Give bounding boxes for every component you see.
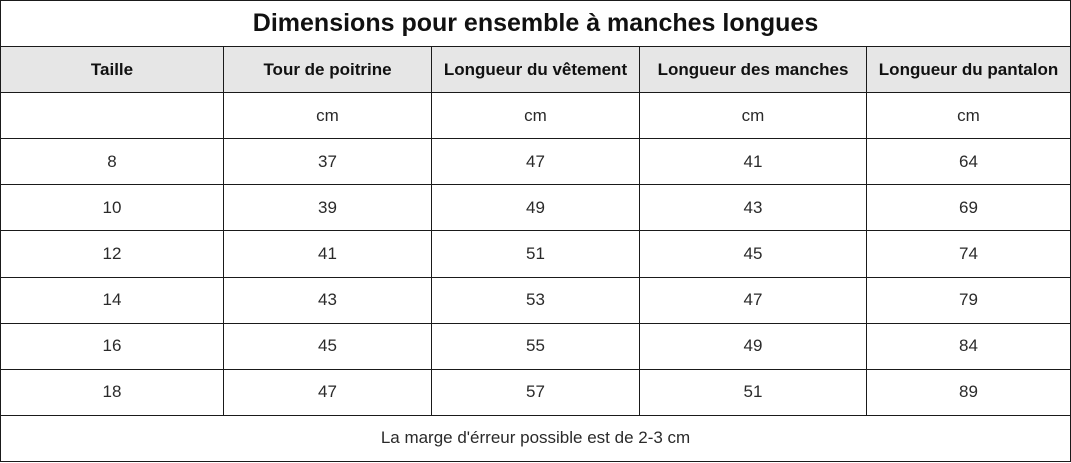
value-cell: 45	[223, 322, 432, 370]
value-cell: 64	[865, 138, 1071, 186]
value-cell: 49	[639, 322, 867, 370]
unit-cell: cm	[223, 92, 432, 140]
value-cell: 45	[639, 230, 867, 278]
table-title: Dimensions pour ensemble à manches longu…	[0, 0, 1071, 48]
unit-cell	[0, 92, 224, 140]
column-header-tour-de-poitrine: Tour de poitrine	[223, 46, 432, 94]
column-header-taille: Taille	[0, 46, 224, 94]
size-cell: 10	[0, 184, 224, 232]
value-cell: 74	[865, 230, 1071, 278]
value-cell: 47	[223, 368, 432, 416]
value-cell: 47	[639, 276, 867, 324]
value-cell: 43	[223, 276, 432, 324]
error-margin-note: La marge d'érreur possible est de 2-3 cm	[0, 414, 1071, 463]
value-cell: 55	[431, 322, 640, 370]
value-cell: 37	[223, 138, 432, 186]
table-row: 16 45 55 49 84	[0, 322, 1071, 370]
unit-cell: cm	[865, 92, 1071, 140]
size-cell: 16	[0, 322, 224, 370]
unit-cell: cm	[639, 92, 867, 140]
value-cell: 47	[431, 138, 640, 186]
value-cell: 57	[431, 368, 640, 416]
value-cell: 89	[865, 368, 1071, 416]
column-header-longueur-manches: Longueur des manches	[639, 46, 867, 94]
value-cell: 51	[431, 230, 640, 278]
table-row: 14 43 53 47 79	[0, 276, 1071, 324]
value-cell: 43	[639, 184, 867, 232]
size-cell: 8	[0, 138, 224, 186]
value-cell: 49	[431, 184, 640, 232]
table-row: 10 39 49 43 69	[0, 184, 1071, 232]
value-cell: 51	[639, 368, 867, 416]
size-cell: 18	[0, 368, 224, 416]
column-header-longueur-pantalon: Longueur du pantalon	[865, 46, 1071, 94]
value-cell: 41	[639, 138, 867, 186]
value-cell: 69	[865, 184, 1071, 232]
header-row: Taille Tour de poitrine Longueur du vête…	[0, 46, 1071, 94]
footnote-row: La marge d'érreur possible est de 2-3 cm	[0, 414, 1071, 463]
value-cell: 53	[431, 276, 640, 324]
table-row: 8 37 47 41 64	[0, 138, 1071, 186]
unit-cell: cm	[431, 92, 640, 140]
value-cell: 39	[223, 184, 432, 232]
table-row: 12 41 51 45 74	[0, 230, 1071, 278]
column-header-longueur-vetement: Longueur du vêtement	[431, 46, 640, 94]
value-cell: 84	[865, 322, 1071, 370]
table-row: 18 47 57 51 89	[0, 368, 1071, 416]
size-cell: 14	[0, 276, 224, 324]
value-cell: 41	[223, 230, 432, 278]
title-row: Dimensions pour ensemble à manches longu…	[0, 0, 1071, 48]
units-row: cm cm cm cm	[0, 92, 1071, 140]
value-cell: 79	[865, 276, 1071, 324]
size-cell: 12	[0, 230, 224, 278]
